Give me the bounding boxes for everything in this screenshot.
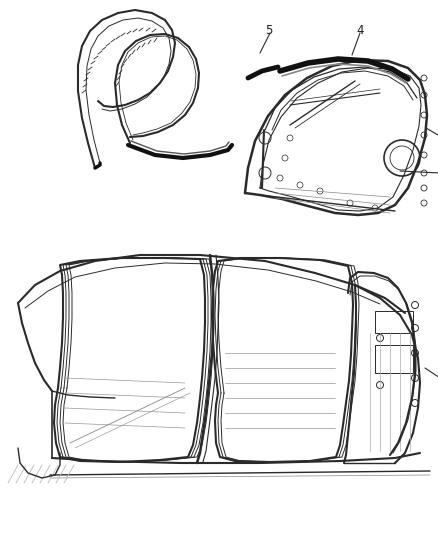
Text: 5: 5 [265, 25, 272, 37]
Text: 4: 4 [356, 25, 364, 37]
